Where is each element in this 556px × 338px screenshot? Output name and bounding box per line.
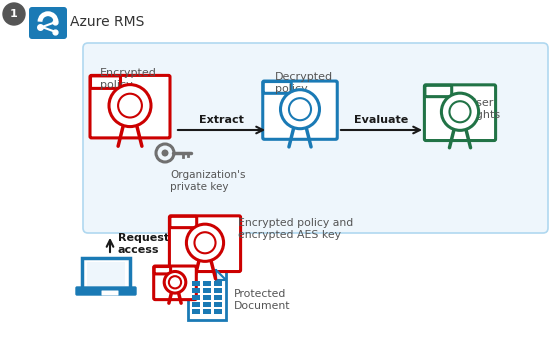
FancyBboxPatch shape (192, 302, 200, 307)
Circle shape (280, 90, 320, 129)
Circle shape (169, 276, 181, 288)
FancyBboxPatch shape (214, 281, 222, 286)
Text: Evaluate: Evaluate (354, 115, 408, 125)
Text: Azure RMS: Azure RMS (70, 15, 145, 29)
FancyBboxPatch shape (87, 262, 125, 286)
Circle shape (441, 93, 479, 130)
FancyBboxPatch shape (203, 309, 211, 314)
FancyBboxPatch shape (170, 216, 197, 227)
Polygon shape (216, 270, 226, 280)
FancyBboxPatch shape (153, 266, 196, 299)
FancyBboxPatch shape (214, 295, 222, 300)
Text: Decrypted
policy: Decrypted policy (275, 72, 333, 94)
FancyBboxPatch shape (263, 81, 291, 93)
FancyBboxPatch shape (425, 85, 451, 97)
Circle shape (118, 94, 142, 118)
FancyBboxPatch shape (154, 267, 171, 274)
Text: Protected
Document: Protected Document (234, 289, 290, 311)
Text: Organization's
private key: Organization's private key (170, 170, 246, 192)
FancyBboxPatch shape (170, 216, 241, 271)
Text: Encrypted
policy: Encrypted policy (100, 68, 157, 90)
FancyBboxPatch shape (29, 7, 67, 39)
FancyBboxPatch shape (263, 81, 337, 139)
FancyBboxPatch shape (214, 309, 222, 314)
FancyBboxPatch shape (192, 309, 200, 314)
FancyBboxPatch shape (203, 288, 211, 293)
FancyBboxPatch shape (424, 85, 495, 141)
FancyBboxPatch shape (214, 302, 222, 307)
FancyBboxPatch shape (90, 75, 170, 138)
Text: User
rights: User rights (468, 98, 500, 120)
Circle shape (449, 101, 470, 122)
FancyBboxPatch shape (76, 287, 136, 295)
FancyBboxPatch shape (102, 290, 118, 295)
Circle shape (3, 3, 25, 25)
Text: Request
access: Request access (118, 233, 169, 255)
FancyBboxPatch shape (203, 302, 211, 307)
Circle shape (109, 84, 151, 127)
Circle shape (186, 224, 224, 261)
Text: Extract: Extract (198, 115, 244, 125)
Circle shape (164, 271, 186, 293)
FancyBboxPatch shape (203, 281, 211, 286)
FancyBboxPatch shape (192, 281, 200, 286)
FancyBboxPatch shape (192, 295, 200, 300)
FancyBboxPatch shape (203, 295, 211, 300)
FancyBboxPatch shape (214, 288, 222, 293)
FancyBboxPatch shape (188, 270, 226, 320)
FancyBboxPatch shape (83, 43, 548, 233)
Circle shape (195, 232, 216, 253)
Text: Encrypted policy and
encrypted AES key: Encrypted policy and encrypted AES key (238, 218, 353, 240)
Circle shape (289, 98, 311, 120)
FancyBboxPatch shape (91, 76, 121, 89)
Circle shape (161, 149, 168, 156)
Text: 1: 1 (10, 9, 18, 19)
FancyBboxPatch shape (82, 258, 130, 290)
FancyBboxPatch shape (192, 288, 200, 293)
